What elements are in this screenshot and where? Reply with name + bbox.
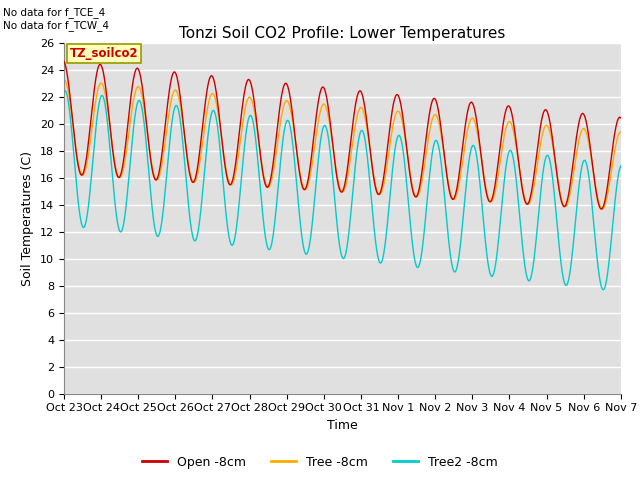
Tree2 -8cm bbox=[298, 234, 306, 240]
Open -8cm bbox=[606, 165, 614, 170]
Tree2 -8cm bbox=[60, 88, 68, 94]
Open -8cm bbox=[598, 206, 605, 212]
Open -8cm bbox=[617, 115, 625, 121]
Tree2 -8cm bbox=[546, 159, 554, 165]
Open -8cm bbox=[60, 59, 68, 64]
Title: Tonzi Soil CO2 Profile: Lower Temperatures: Tonzi Soil CO2 Profile: Lower Temperatur… bbox=[179, 25, 506, 41]
Tree2 -8cm bbox=[606, 248, 614, 253]
Tree -8cm bbox=[606, 177, 614, 183]
Open -8cm bbox=[274, 123, 282, 129]
Text: No data for f_TCW_4: No data for f_TCW_4 bbox=[3, 20, 109, 31]
Open -8cm bbox=[298, 181, 305, 187]
Text: TZ_soilco2: TZ_soilco2 bbox=[70, 47, 138, 60]
Tree -8cm bbox=[274, 141, 282, 146]
Tree -8cm bbox=[598, 206, 606, 212]
Y-axis label: Soil Temperatures (C): Soil Temperatures (C) bbox=[22, 151, 35, 286]
Tree2 -8cm bbox=[617, 163, 625, 169]
Line: Tree -8cm: Tree -8cm bbox=[64, 80, 621, 209]
Tree2 -8cm bbox=[157, 226, 164, 231]
Tree -8cm bbox=[617, 129, 625, 135]
Tree -8cm bbox=[157, 168, 164, 174]
Tree2 -8cm bbox=[274, 190, 282, 195]
Tree2 -8cm bbox=[124, 187, 132, 193]
Line: Open -8cm: Open -8cm bbox=[64, 61, 621, 209]
Tree -8cm bbox=[546, 129, 554, 134]
X-axis label: Time: Time bbox=[327, 419, 358, 432]
Tree -8cm bbox=[124, 140, 131, 146]
Open -8cm bbox=[546, 119, 554, 125]
Text: No data for f_TCE_4: No data for f_TCE_4 bbox=[3, 7, 106, 18]
Open -8cm bbox=[157, 161, 164, 167]
Line: Tree2 -8cm: Tree2 -8cm bbox=[64, 91, 621, 290]
Tree2 -8cm bbox=[599, 287, 607, 293]
Tree -8cm bbox=[298, 179, 305, 184]
Tree2 -8cm bbox=[61, 88, 68, 94]
Open -8cm bbox=[124, 125, 131, 131]
Legend: Open -8cm, Tree -8cm, Tree2 -8cm: Open -8cm, Tree -8cm, Tree2 -8cm bbox=[137, 451, 503, 474]
Tree -8cm bbox=[60, 77, 68, 83]
